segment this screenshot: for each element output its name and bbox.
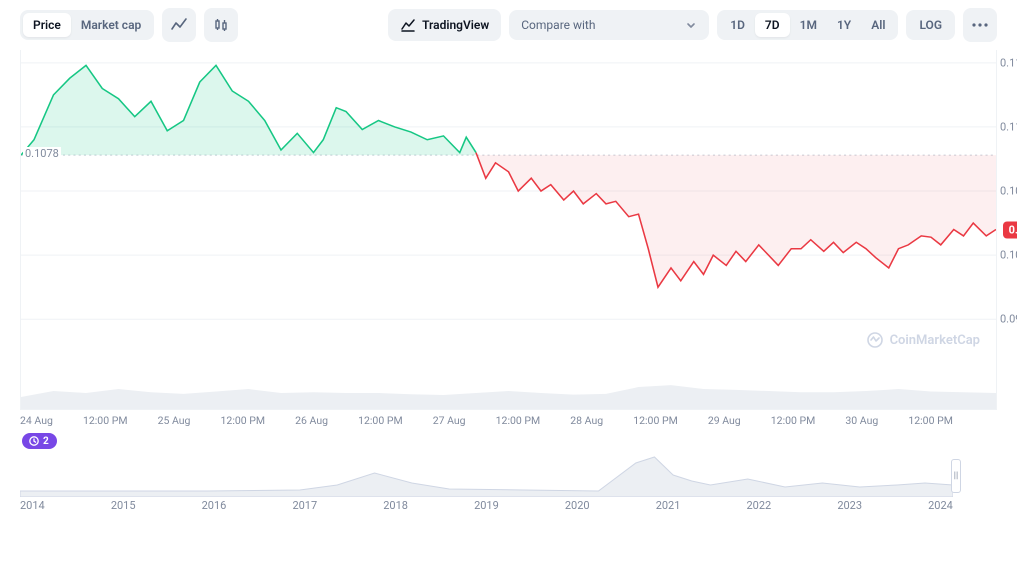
log-toggle[interactable]: LOG [909, 13, 952, 37]
y-tick-label: 0.110 [1000, 120, 1017, 133]
history-count: 2 [43, 436, 49, 447]
range-all[interactable]: All [861, 13, 895, 37]
y-tick-label: 0.105 [1000, 185, 1017, 198]
y-tick-label: 0.115 [1000, 56, 1017, 69]
history-events-badge[interactable]: 2 [22, 433, 57, 449]
y-tick-label: 0.095 [1000, 313, 1017, 326]
x-tick-label: 12:00 PM [908, 414, 953, 427]
x-tick-label: 12:00 PM [83, 414, 128, 427]
range-toggle: 1D 7D 1M 1Y All [717, 10, 898, 40]
line-chart-icon [400, 17, 416, 33]
tab-market-cap[interactable]: Market cap [71, 13, 151, 37]
mini-x-label: 2017 [292, 499, 317, 512]
x-tick-label: 12:00 PM [496, 414, 541, 427]
tradingview-label: TradingView [422, 18, 489, 32]
chevron-down-icon [685, 19, 697, 31]
candlestick-icon[interactable] [204, 8, 238, 42]
x-axis: 24 Aug 12:00 PM 25 Aug 12:00 PM 26 Aug 12:00 … [20, 414, 997, 427]
more-menu-icon[interactable] [963, 8, 997, 42]
x-tick-label: 24 Aug [20, 414, 53, 427]
mini-x-label: 2020 [565, 499, 590, 512]
mini-x-label: 2015 [111, 499, 136, 512]
log-toggle-group: LOG [906, 10, 955, 40]
x-tick-label: 27 Aug [433, 414, 466, 427]
compare-placeholder: Compare with [521, 18, 595, 32]
x-tick-label: 30 Aug [845, 414, 878, 427]
x-tick-label: 26 Aug [295, 414, 328, 427]
line-style-icon[interactable] [162, 8, 196, 42]
x-tick-label: 28 Aug [570, 414, 603, 427]
range-1m[interactable]: 1M [790, 13, 827, 37]
compare-with-select[interactable]: Compare with [509, 10, 709, 40]
x-tick-label: 12:00 PM [358, 414, 403, 427]
watermark-text: CoinMarketCap [890, 333, 980, 348]
range-1d[interactable]: 1D [720, 13, 755, 37]
watermark: CoinMarketCap [866, 331, 980, 349]
chart-toolbar: Price Market cap TradingView Compare wit… [0, 0, 1017, 50]
mini-x-label: 2023 [837, 499, 862, 512]
mini-x-label: 2019 [474, 499, 499, 512]
price-chart[interactable]: 0.0950.1000.1050.1100.115 0.1078 0.102 C… [20, 50, 997, 410]
mini-x-label: 2016 [202, 499, 227, 512]
mini-x-label: 2018 [383, 499, 408, 512]
range-7d[interactable]: 7D [755, 13, 790, 37]
range-1y[interactable]: 1Y [827, 13, 861, 37]
brush-handle-right[interactable]: || [951, 459, 961, 493]
mini-x-label: 2014 [20, 499, 45, 512]
mini-x-label: 2022 [747, 499, 772, 512]
mini-x-label: 2024 [928, 499, 953, 512]
x-tick-label: 29 Aug [708, 414, 741, 427]
tradingview-button[interactable]: TradingView [388, 9, 501, 41]
y-tick-label: 0.100 [1000, 249, 1017, 262]
mini-x-label: 2021 [656, 499, 681, 512]
x-tick-label: 25 Aug [158, 414, 191, 427]
tab-price[interactable]: Price [23, 13, 71, 37]
metric-toggle: Price Market cap [20, 10, 154, 40]
x-tick-label: 12:00 PM [633, 414, 678, 427]
x-tick-label: 12:00 PM [771, 414, 816, 427]
range-brush[interactable]: || 2014201520162017201820192020202120222… [20, 455, 997, 517]
watermark-icon [866, 331, 884, 349]
latest-price-badge: 0.102 [1003, 221, 1017, 238]
mini-x-axis: 2014 2015 2016 2017 2018 2019 2020 2021 2022 2023… [20, 499, 953, 512]
start-price-tag: 0.1078 [23, 147, 61, 160]
clock-icon [28, 435, 40, 447]
x-tick-label: 12:00 PM [221, 414, 266, 427]
